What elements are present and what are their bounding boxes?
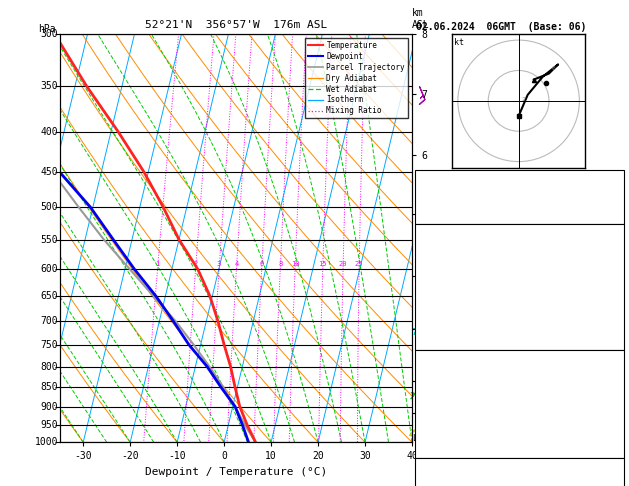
Text: LCL: LCL	[412, 434, 427, 443]
Text: 600: 600	[40, 264, 58, 274]
X-axis label: Dewpoint / Temperature (°C): Dewpoint / Temperature (°C)	[145, 467, 327, 477]
Text: Dewp (°C): Dewp (°C)	[420, 264, 468, 274]
Text: CAPE (J): CAPE (J)	[420, 318, 462, 328]
Text: 6.7: 6.7	[603, 246, 620, 256]
Text: 700: 700	[40, 316, 58, 326]
Text: 800: 800	[40, 362, 58, 372]
Text: Hodograph: Hodograph	[496, 462, 543, 471]
Text: 1.71: 1.71	[598, 210, 620, 220]
Text: Most Unstable: Most Unstable	[484, 354, 555, 364]
Text: 4: 4	[234, 260, 238, 267]
Text: Lifted Index: Lifted Index	[420, 300, 484, 310]
Text: 15: 15	[318, 260, 327, 267]
Legend: Temperature, Dewpoint, Parcel Trajectory, Dry Adiabat, Wet Adiabat, Isotherm, Mi: Temperature, Dewpoint, Parcel Trajectory…	[305, 38, 408, 119]
Text: CIN (J): CIN (J)	[420, 336, 457, 346]
Text: 38: 38	[609, 192, 620, 202]
Text: 2: 2	[194, 260, 198, 267]
Text: 8: 8	[614, 408, 620, 417]
Text: 8: 8	[278, 260, 282, 267]
Title: 52°21'N  356°57'W  176m ASL: 52°21'N 356°57'W 176m ASL	[145, 20, 327, 31]
Text: 20: 20	[339, 260, 347, 267]
Text: 10: 10	[291, 260, 299, 267]
Text: 0: 0	[614, 336, 620, 346]
Text: 650: 650	[40, 291, 58, 301]
Text: Temp (°C): Temp (°C)	[420, 246, 468, 256]
Text: 02.06.2024  06GMT  (Base: 06): 02.06.2024 06GMT (Base: 06)	[416, 22, 587, 32]
Text: 294: 294	[603, 282, 620, 292]
Text: θₑ (K): θₑ (K)	[420, 390, 452, 399]
Text: 1: 1	[155, 260, 160, 267]
Text: Surface: Surface	[501, 228, 538, 238]
Text: CIN (J): CIN (J)	[420, 444, 457, 453]
Text: 5.2: 5.2	[603, 264, 620, 274]
Text: 850: 850	[40, 382, 58, 392]
Text: Lifted Index: Lifted Index	[420, 408, 484, 417]
Text: 400: 400	[40, 126, 58, 137]
Text: 306: 306	[603, 390, 620, 399]
Text: 6: 6	[552, 67, 556, 71]
Y-axis label: Mixing Ratio (g/kg): Mixing Ratio (g/kg)	[430, 187, 438, 289]
Text: K: K	[420, 174, 425, 184]
Text: 6: 6	[260, 260, 264, 267]
Text: hPa: hPa	[38, 24, 56, 34]
Text: 300: 300	[40, 29, 58, 39]
Text: 25: 25	[355, 260, 364, 267]
Text: kt: kt	[455, 38, 464, 47]
Text: 550: 550	[40, 235, 58, 244]
Text: 750: 750	[603, 372, 620, 382]
Text: 750: 750	[40, 340, 58, 350]
Text: 350: 350	[40, 81, 58, 91]
Text: 12: 12	[609, 480, 620, 486]
Text: θₑ(K): θₑ(K)	[420, 282, 447, 292]
Text: 17: 17	[609, 300, 620, 310]
Text: CAPE (J): CAPE (J)	[420, 426, 462, 435]
Text: Totals Totals: Totals Totals	[420, 192, 489, 202]
Text: Pressure (mb): Pressure (mb)	[420, 372, 489, 382]
Text: 950: 950	[40, 420, 58, 430]
Text: 0: 0	[614, 318, 620, 328]
Text: 12: 12	[609, 174, 620, 184]
Text: 2: 2	[521, 97, 526, 102]
Text: © weatheronline.co.uk: © weatheronline.co.uk	[469, 471, 573, 480]
Text: PW (cm): PW (cm)	[420, 210, 457, 220]
Text: EH: EH	[420, 480, 430, 486]
Text: 900: 900	[40, 401, 58, 412]
Text: km
ASL: km ASL	[412, 8, 430, 30]
Text: 500: 500	[40, 202, 58, 212]
Text: 0: 0	[614, 444, 620, 453]
Text: 0: 0	[614, 426, 620, 435]
Text: 3: 3	[217, 260, 221, 267]
Text: 1000: 1000	[35, 437, 58, 447]
Text: 450: 450	[40, 167, 58, 176]
